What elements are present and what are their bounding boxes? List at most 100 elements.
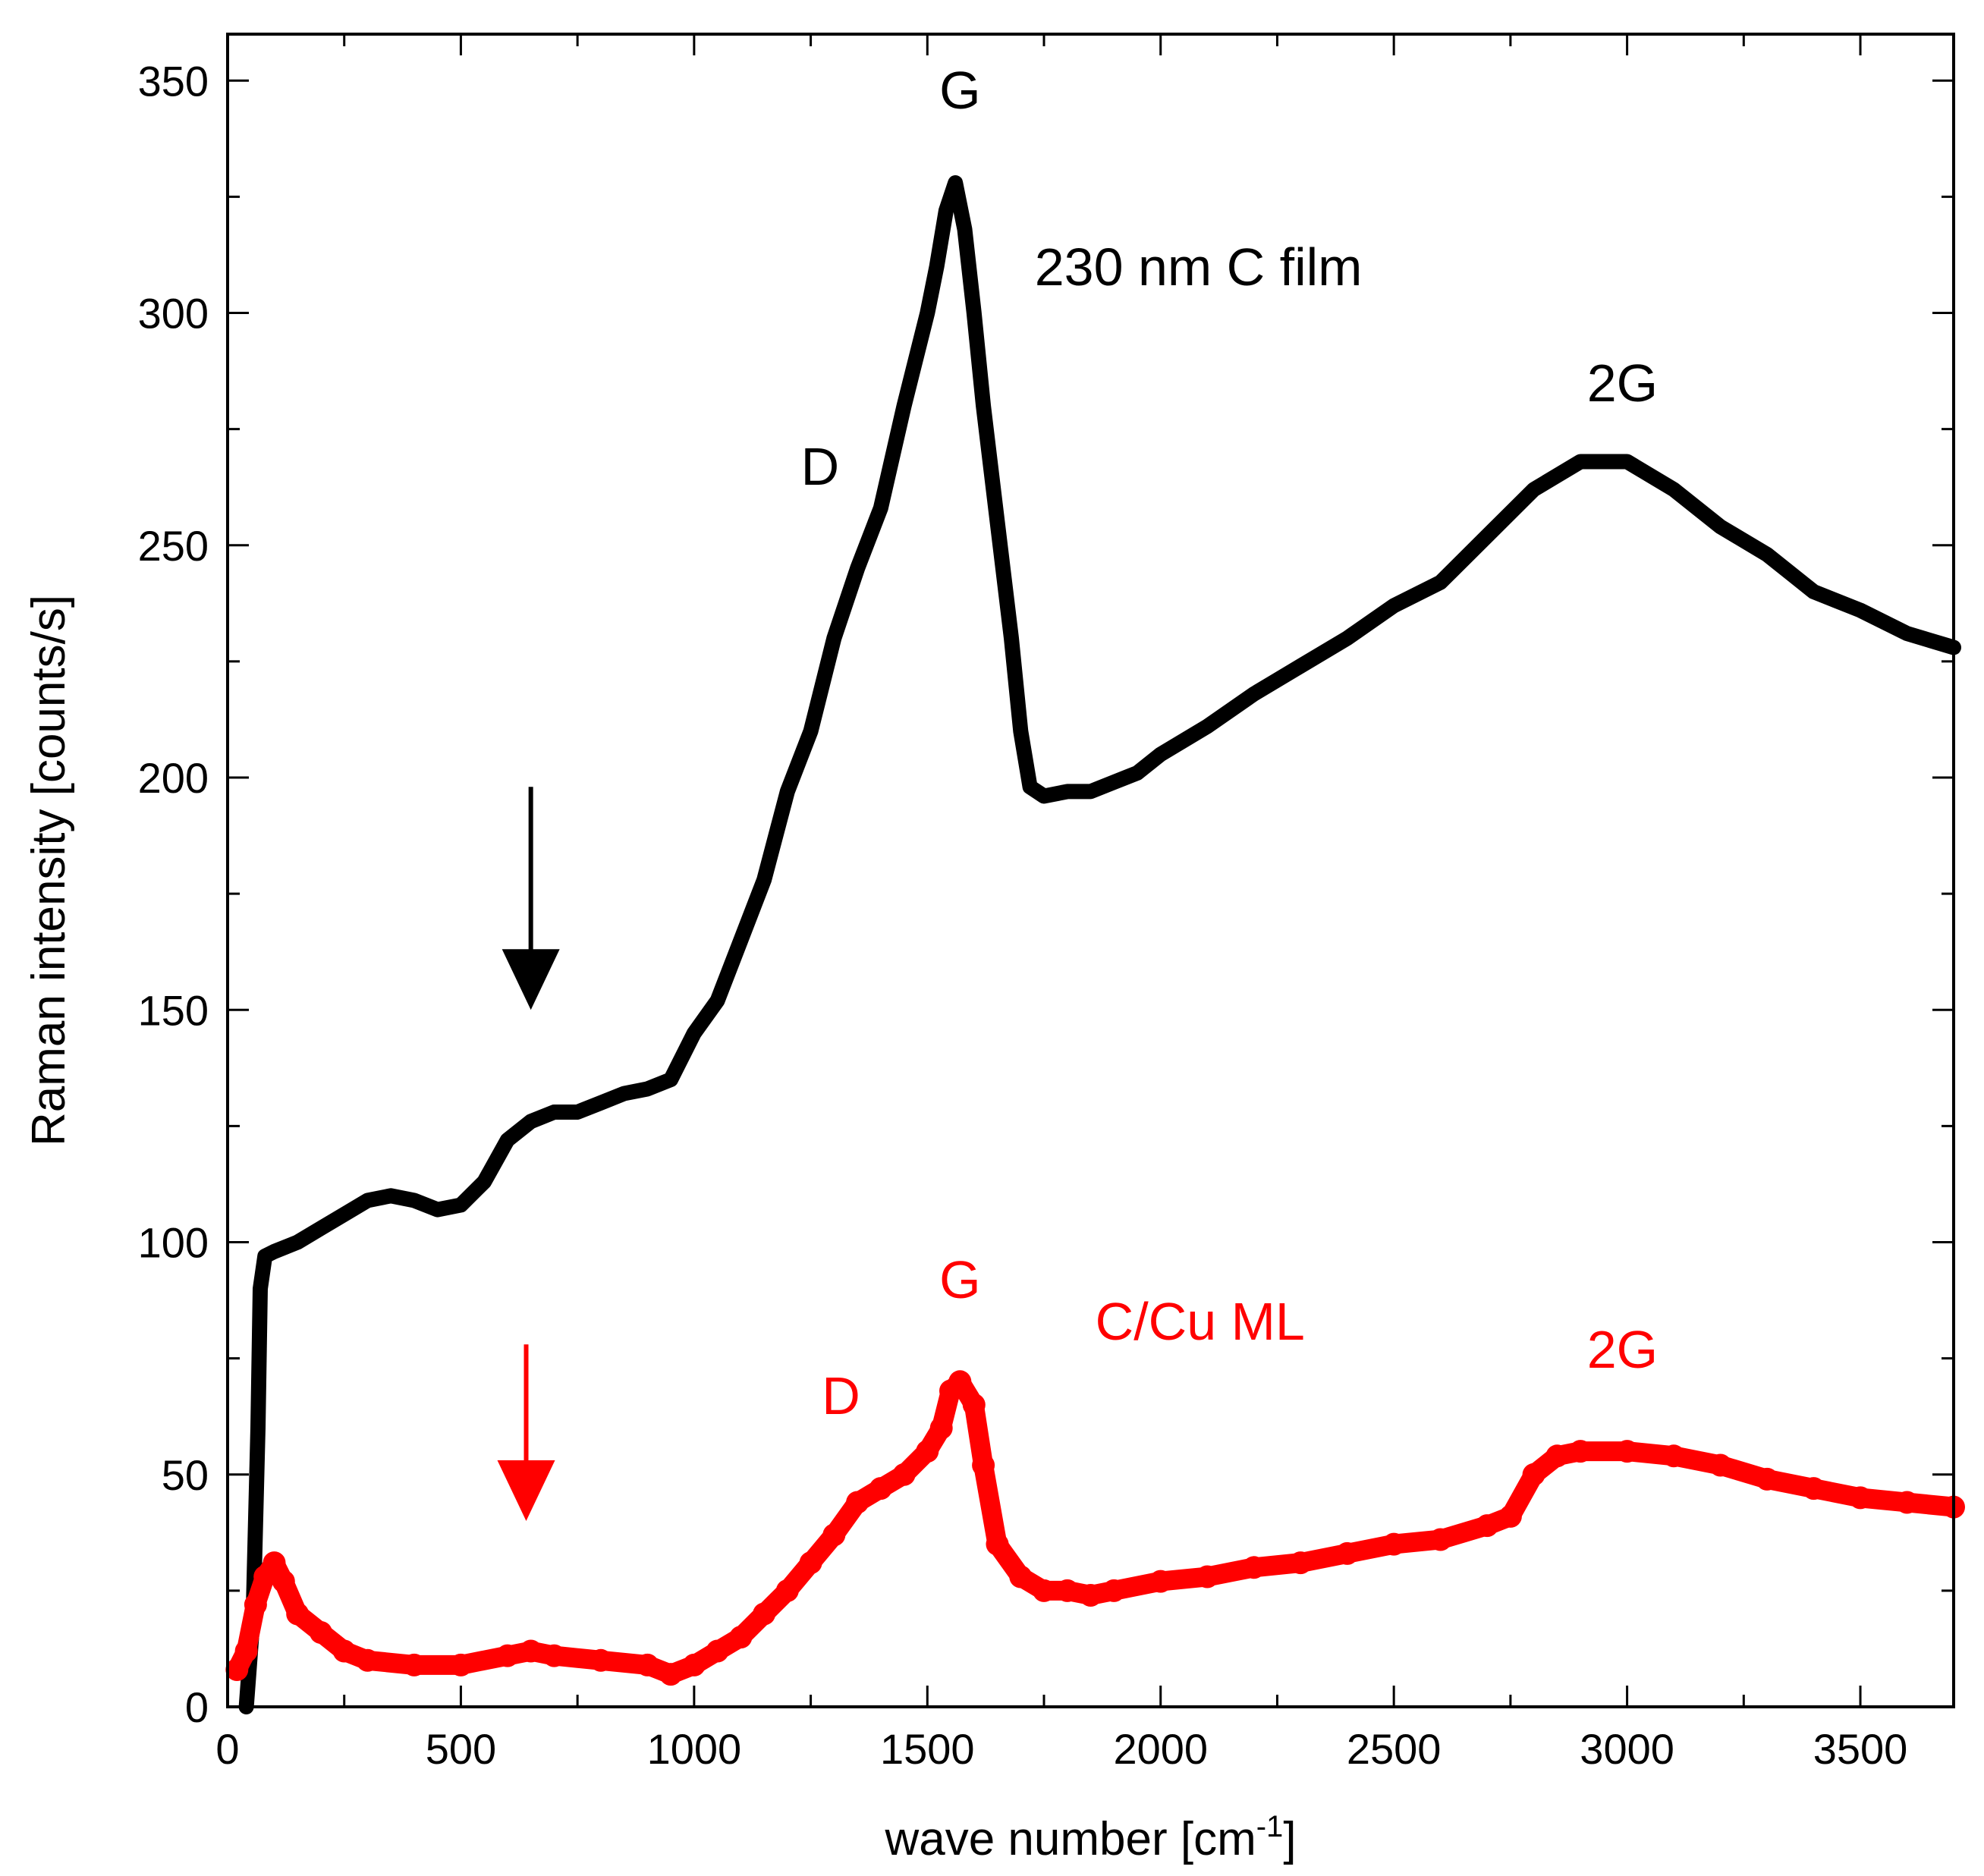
data-point	[1522, 1463, 1545, 1486]
data-point	[407, 1193, 421, 1208]
data-point	[286, 1602, 310, 1626]
series-layer	[225, 175, 1965, 1714]
data-point	[757, 872, 772, 887]
data-point	[948, 176, 963, 190]
data-point	[775, 1579, 799, 1602]
data-point	[1802, 1477, 1825, 1500]
x-tick-label: 1000	[647, 1725, 742, 1773]
x-axis-title: wave number [cm-1]	[884, 1810, 1296, 1865]
series-line-black	[238, 175, 1961, 1714]
data-point	[1130, 765, 1144, 780]
x-tick-label: 2500	[1347, 1725, 1442, 1773]
data-point	[1545, 1444, 1569, 1468]
data-point	[780, 784, 794, 799]
y-tick-label: 0	[185, 1683, 209, 1731]
data-point	[524, 1114, 538, 1129]
data-point	[1569, 1440, 1593, 1463]
data-point	[962, 1393, 986, 1416]
data-point	[500, 1133, 514, 1147]
peak-annotation: D	[801, 437, 840, 496]
data-point	[1382, 1532, 1406, 1556]
x-tick-label: 500	[426, 1725, 496, 1773]
data-point	[244, 1593, 267, 1617]
data-point	[1387, 599, 1401, 613]
data-point	[477, 1174, 492, 1189]
data-point	[263, 1551, 286, 1575]
data-point	[291, 1235, 305, 1249]
data-point	[589, 1648, 612, 1672]
peak-annotation: C/Cu ML	[1096, 1292, 1305, 1351]
data-point	[710, 994, 725, 1007]
x-tick-label: 0	[215, 1725, 239, 1773]
data-point	[846, 1491, 869, 1514]
data-point	[1429, 1528, 1452, 1551]
data-point	[253, 1281, 267, 1296]
peak-annotation: 2G	[1587, 1320, 1658, 1379]
data-point	[519, 1639, 542, 1663]
arrow-layer	[497, 787, 560, 1521]
data-point	[454, 1198, 468, 1212]
plot-frame	[226, 33, 1955, 1708]
data-point	[1433, 575, 1448, 589]
data-point	[1014, 724, 1028, 738]
y-tick-label: 300	[138, 290, 209, 338]
data-point	[356, 1648, 379, 1672]
data-point	[402, 1653, 426, 1676]
x-axis-title-main: wave number [cm	[884, 1813, 1256, 1865]
data-point	[1196, 1565, 1219, 1588]
x-axis-title-tail: ]	[1283, 1813, 1296, 1865]
data-point	[1527, 482, 1541, 497]
data-point	[990, 515, 1005, 529]
data-point	[495, 1644, 519, 1667]
data-point	[897, 399, 911, 413]
data-point	[1480, 529, 1495, 543]
data-point	[360, 1193, 375, 1208]
data-point	[1615, 1440, 1639, 1463]
data-point	[1107, 775, 1121, 790]
data-point	[1023, 780, 1037, 794]
peak-annotation: G	[939, 1250, 980, 1309]
x-tick-label: 3000	[1580, 1725, 1674, 1773]
data-point	[1289, 1551, 1313, 1575]
data-point	[1247, 687, 1261, 701]
data-point	[892, 1463, 916, 1486]
data-point	[1083, 784, 1098, 799]
data-point	[729, 1626, 753, 1649]
data-point	[1055, 1579, 1079, 1602]
data-point	[822, 1523, 846, 1547]
data-point	[1335, 1541, 1359, 1565]
arrow-head	[497, 1460, 555, 1521]
data-point	[1242, 1556, 1266, 1579]
data-point	[929, 1416, 953, 1440]
data-point	[920, 306, 935, 320]
data-point	[1294, 659, 1308, 673]
data-point	[1037, 789, 1051, 803]
data-point	[1079, 1584, 1102, 1607]
data-point	[272, 1570, 295, 1593]
x-tick-label: 1500	[880, 1725, 975, 1773]
data-point	[1662, 1444, 1686, 1468]
data-point	[1200, 719, 1215, 734]
data-point	[384, 1189, 398, 1203]
data-point	[706, 1639, 729, 1663]
data-point	[682, 1653, 706, 1676]
data-point	[986, 1532, 1009, 1556]
data-point	[1854, 603, 1867, 617]
data-point	[1476, 1514, 1499, 1538]
data-point	[1340, 631, 1354, 646]
data-point	[659, 1663, 683, 1686]
data-point	[827, 631, 841, 646]
data-point	[734, 933, 748, 947]
data-point	[803, 724, 818, 738]
x-tick-label: 3500	[1813, 1725, 1908, 1773]
data-point	[571, 1105, 585, 1119]
data-point	[1895, 1491, 1919, 1514]
y-axis-title: Raman intensity [counts/s]	[23, 595, 75, 1146]
series-line-red	[227, 1372, 1964, 1685]
y-tick-label: 350	[138, 57, 209, 105]
data-point	[873, 501, 888, 515]
data-point	[1900, 627, 1914, 641]
data-point	[799, 1551, 822, 1575]
data-point	[314, 1221, 328, 1236]
